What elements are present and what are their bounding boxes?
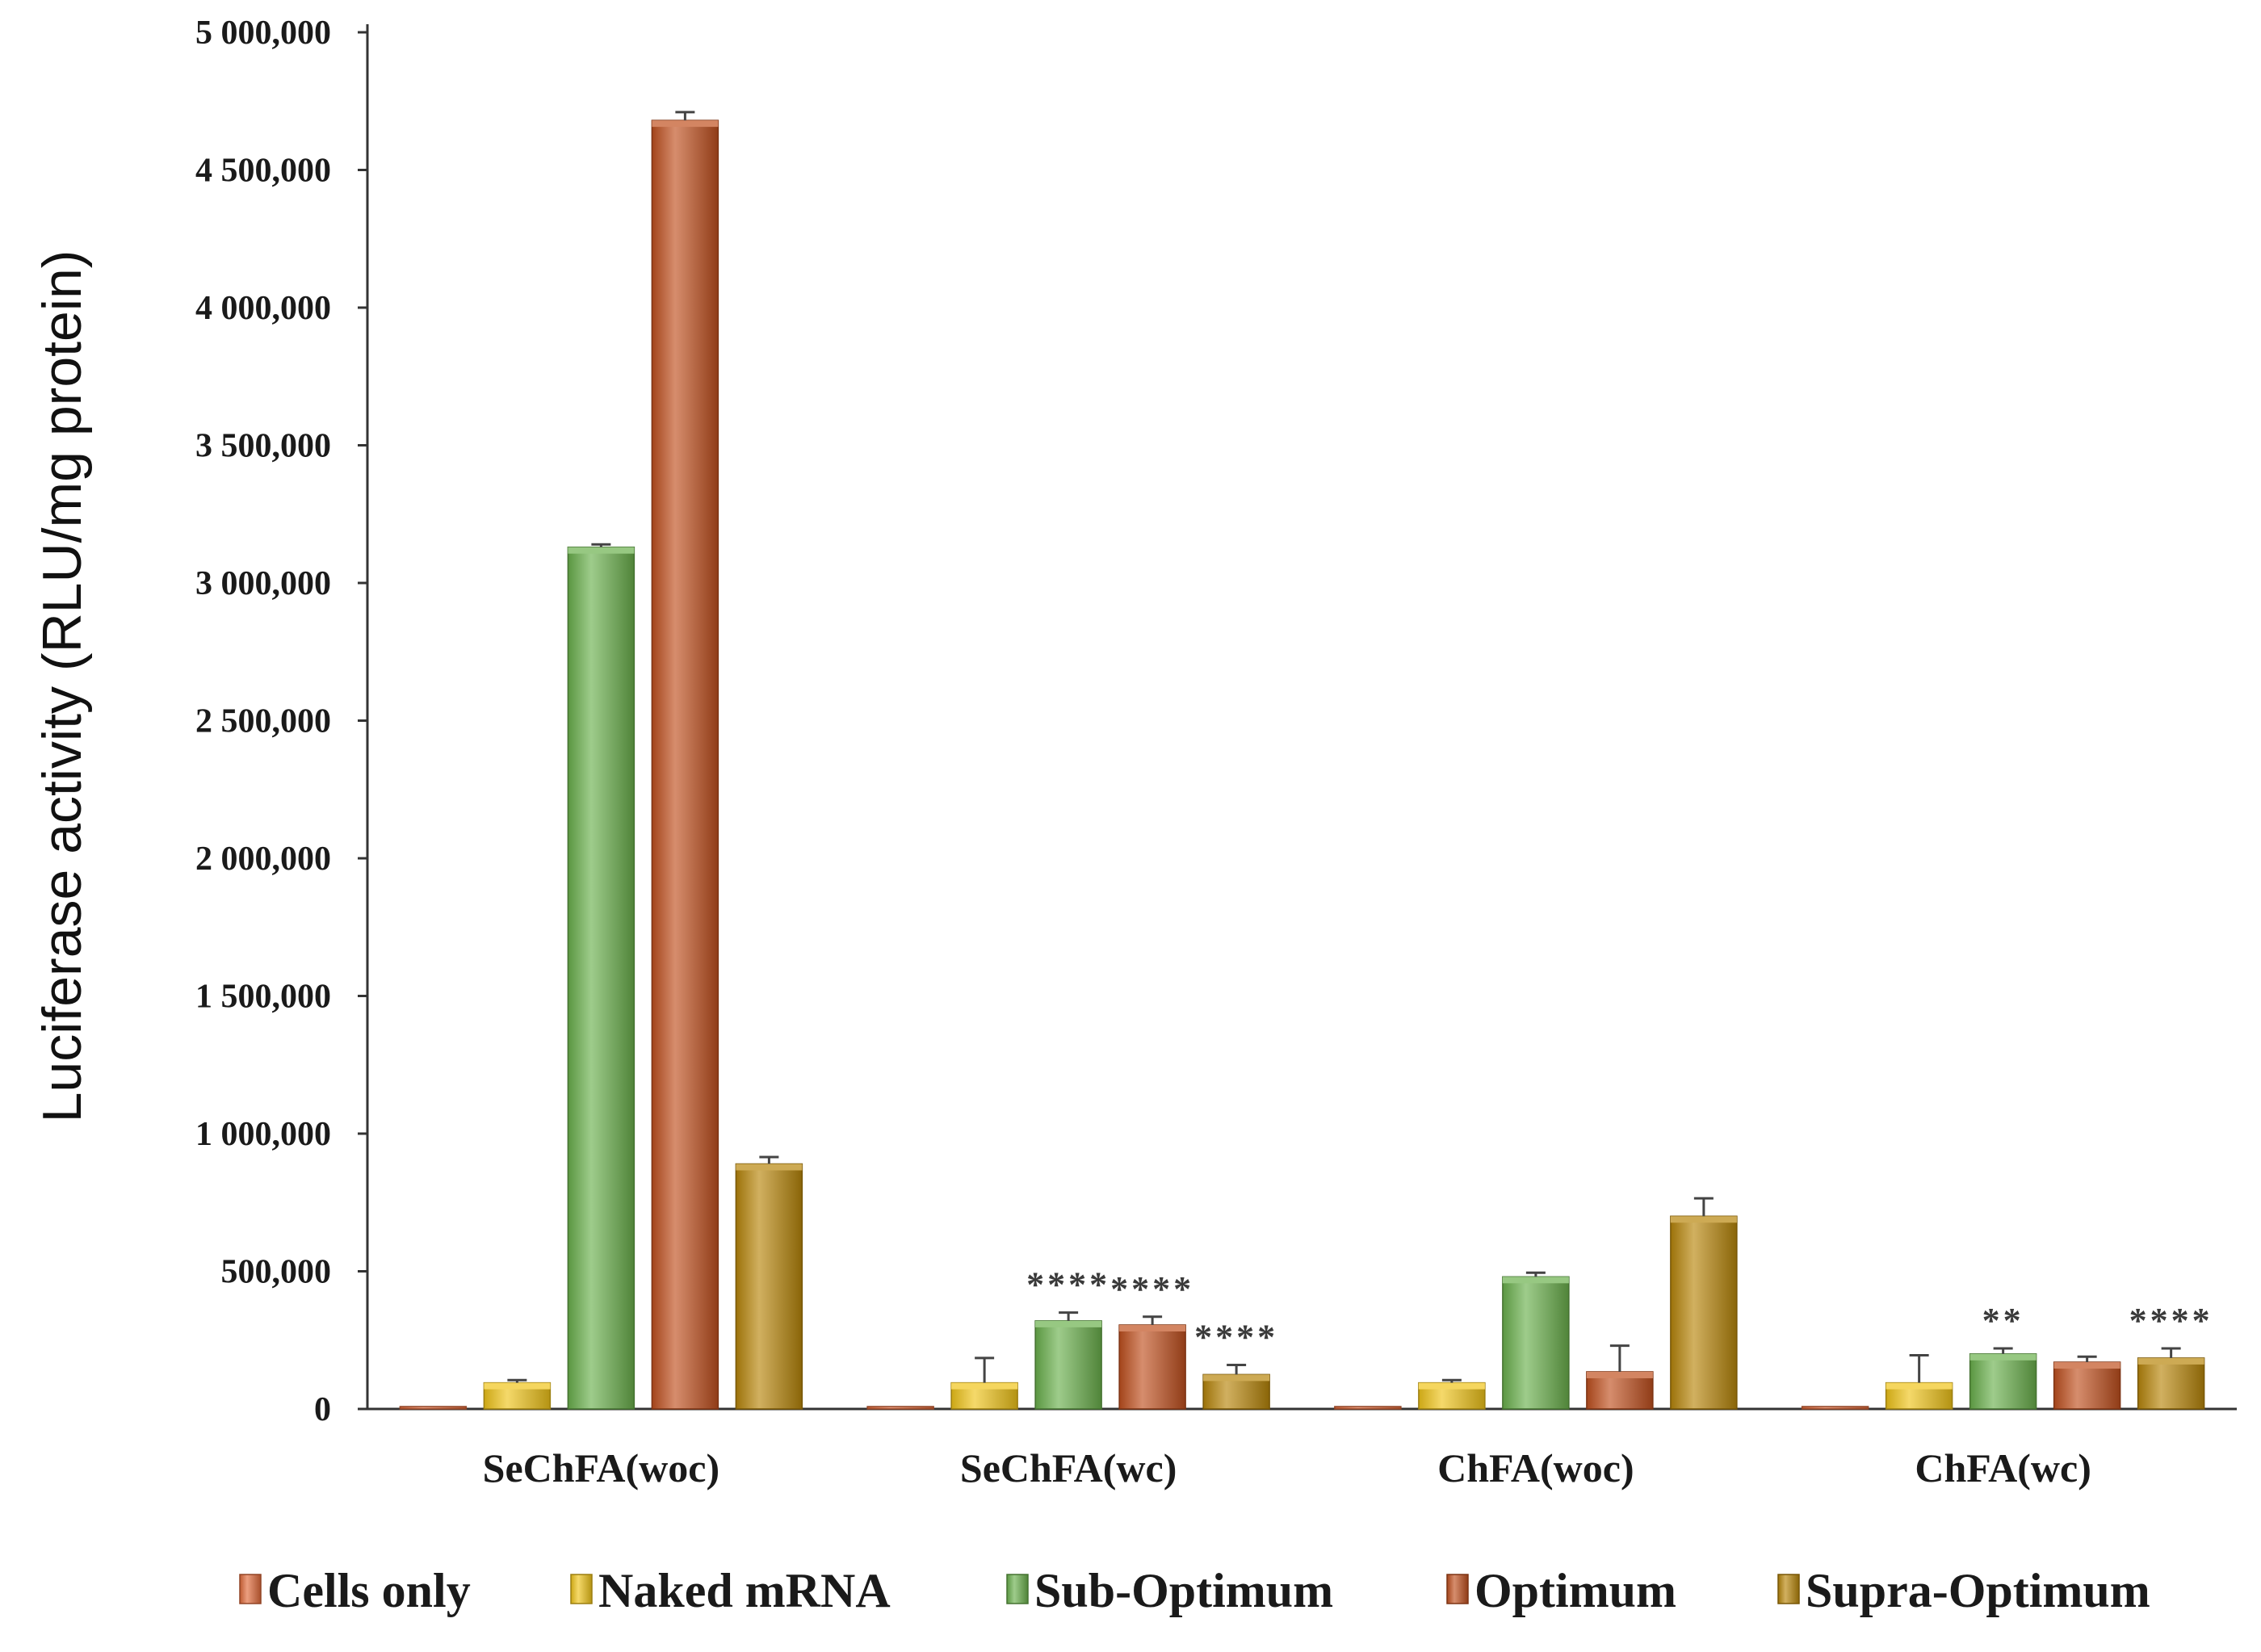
- x-category-label: ChFA(wc): [1915, 1445, 2091, 1491]
- bar-cells-only-4: [1801, 1406, 1869, 1410]
- y-tick-label: 500,000: [221, 1254, 332, 1291]
- bar-cap: [1969, 1353, 2037, 1361]
- y-tick-label: 3 500,000: [195, 428, 331, 465]
- x-category-label: ChFA(woc): [1437, 1445, 1634, 1491]
- bar-cap: [1203, 1374, 1270, 1382]
- legend-swatch: [1777, 1574, 1800, 1604]
- bar-cap: [568, 547, 635, 554]
- bar-optimum-4: [2053, 1361, 2121, 1410]
- bar-cap: [1586, 1371, 1653, 1378]
- legend-label: Optimum: [1474, 1564, 1676, 1617]
- bar-cap: [1035, 1320, 1102, 1327]
- significance-label: ****: [1194, 1317, 1278, 1356]
- legend-swatch: [1006, 1574, 1029, 1604]
- bar-cap: [1670, 1216, 1737, 1223]
- y-axis-label: Luciferase activity (RLU/mg protein): [31, 250, 93, 1123]
- y-tick-label: 4 000,000: [195, 290, 331, 327]
- bar-cap: [951, 1382, 1018, 1390]
- bar-cap: [1418, 1382, 1485, 1390]
- axes: [358, 24, 2237, 1411]
- significance-label: ****: [1026, 1265, 1110, 1305]
- x-category-label: SeChFA(woc): [483, 1445, 719, 1491]
- bar-cap: [1886, 1382, 1953, 1390]
- bar-cells-only-1: [399, 1406, 468, 1410]
- labels: 0 500,000 1 000,000 1 500,000 2 000,000 2 500…: [31, 15, 2213, 1491]
- bars: [399, 111, 2205, 1410]
- bar-sub-optimum-2: [1034, 1320, 1102, 1410]
- bar-cells-only-2: [866, 1406, 934, 1410]
- legend-swatch: [570, 1574, 593, 1604]
- legend-swatch: [239, 1574, 262, 1604]
- bar-sub-optimum-1: [567, 546, 636, 1410]
- y-tick-label: 3 000,000: [195, 565, 331, 602]
- bar-optimum-1: [651, 119, 719, 1410]
- y-tick-label: 1 500,000: [195, 979, 331, 1016]
- significance-label: ****: [2129, 1301, 2213, 1340]
- legend-label: Naked mRNA: [598, 1564, 891, 1617]
- y-tick-label: 4 500,000: [195, 153, 331, 190]
- legend-label: Cells only: [267, 1564, 471, 1617]
- legend-swatch: [1446, 1574, 1469, 1604]
- bar-supra-optimum-3: [1670, 1215, 1738, 1410]
- bar-cap: [2053, 1362, 2120, 1369]
- x-category-label: SeChFA(wc): [960, 1445, 1177, 1491]
- bar-cap: [2137, 1357, 2204, 1365]
- y-tick-label: 1 000,000: [195, 1116, 331, 1153]
- bar-sub-optimum-4: [1969, 1353, 2037, 1410]
- legend-label: Sub-Optimum: [1034, 1564, 1333, 1617]
- bar-cap: [736, 1164, 803, 1171]
- significance-label: **: [1982, 1301, 2024, 1340]
- y-tick-label: 2 000,000: [195, 841, 331, 878]
- significance-label: ****: [1110, 1269, 1194, 1309]
- y-tick-label: 2 500,000: [195, 703, 331, 740]
- bar-cap: [652, 120, 719, 128]
- legend: Cells only Naked mRNA Sub-Optimum Optimum Su…: [239, 1564, 2150, 1617]
- y-tick-label: 0: [314, 1391, 331, 1428]
- bar-supra-optimum-1: [735, 1163, 803, 1410]
- bar-cap: [1119, 1324, 1186, 1331]
- bar-cap: [1502, 1277, 1569, 1284]
- legend-label: Supra-Optimum: [1806, 1564, 2150, 1617]
- bar-sub-optimum-3: [1502, 1276, 1570, 1410]
- bar-cells-only-3: [1334, 1406, 1402, 1410]
- bar-supra-optimum-4: [2137, 1357, 2205, 1410]
- bar-optimum-2: [1118, 1324, 1186, 1410]
- y-tick-label: 5 000,000: [195, 15, 331, 52]
- bar-cap: [484, 1382, 551, 1390]
